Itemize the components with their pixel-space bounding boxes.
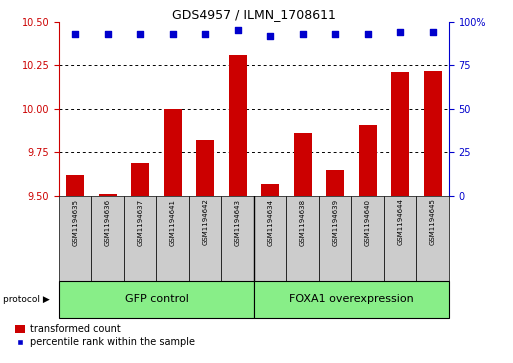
Text: GSM1194639: GSM1194639 bbox=[332, 199, 338, 246]
FancyBboxPatch shape bbox=[254, 196, 286, 281]
Bar bbox=[424, 70, 442, 196]
Point bbox=[136, 31, 144, 37]
FancyBboxPatch shape bbox=[319, 196, 351, 281]
Bar bbox=[131, 163, 149, 196]
Text: protocol ▶: protocol ▶ bbox=[3, 295, 49, 304]
Point bbox=[299, 31, 307, 37]
Point bbox=[169, 31, 177, 37]
FancyBboxPatch shape bbox=[91, 196, 124, 281]
FancyBboxPatch shape bbox=[59, 196, 91, 281]
Text: GSM1194641: GSM1194641 bbox=[170, 199, 176, 246]
Text: FOXA1 overexpression: FOXA1 overexpression bbox=[289, 294, 414, 305]
Bar bbox=[359, 125, 377, 196]
FancyBboxPatch shape bbox=[124, 196, 156, 281]
Point bbox=[331, 31, 339, 37]
Text: GSM1194640: GSM1194640 bbox=[365, 199, 371, 246]
Text: GSM1194642: GSM1194642 bbox=[202, 199, 208, 245]
Text: GSM1194634: GSM1194634 bbox=[267, 199, 273, 246]
FancyBboxPatch shape bbox=[351, 196, 384, 281]
Bar bbox=[261, 184, 279, 196]
Point bbox=[71, 31, 80, 37]
Bar bbox=[99, 194, 116, 196]
Text: GSM1194637: GSM1194637 bbox=[137, 199, 143, 246]
FancyBboxPatch shape bbox=[254, 281, 449, 318]
Bar bbox=[294, 133, 311, 196]
Point bbox=[364, 31, 372, 37]
FancyBboxPatch shape bbox=[59, 281, 254, 318]
FancyBboxPatch shape bbox=[222, 196, 254, 281]
Bar bbox=[196, 140, 214, 196]
Point bbox=[428, 29, 437, 35]
Bar bbox=[391, 72, 409, 196]
Text: GSM1194644: GSM1194644 bbox=[397, 199, 403, 245]
Text: GSM1194636: GSM1194636 bbox=[105, 199, 111, 246]
FancyBboxPatch shape bbox=[189, 196, 222, 281]
Bar bbox=[326, 170, 344, 196]
FancyBboxPatch shape bbox=[156, 196, 189, 281]
Point bbox=[266, 33, 274, 38]
Point bbox=[201, 31, 209, 37]
Title: GDS4957 / ILMN_1708611: GDS4957 / ILMN_1708611 bbox=[172, 8, 336, 21]
Text: GFP control: GFP control bbox=[125, 294, 188, 305]
Text: GSM1194638: GSM1194638 bbox=[300, 199, 306, 246]
Point bbox=[396, 29, 404, 35]
FancyBboxPatch shape bbox=[417, 196, 449, 281]
Text: GSM1194643: GSM1194643 bbox=[234, 199, 241, 246]
Bar bbox=[164, 109, 182, 196]
Bar bbox=[66, 175, 84, 196]
Bar bbox=[229, 55, 247, 196]
Point bbox=[233, 28, 242, 33]
Legend: transformed count, percentile rank within the sample: transformed count, percentile rank withi… bbox=[15, 324, 195, 347]
Text: GSM1194635: GSM1194635 bbox=[72, 199, 78, 246]
Point bbox=[104, 31, 112, 37]
FancyBboxPatch shape bbox=[286, 196, 319, 281]
FancyBboxPatch shape bbox=[384, 196, 417, 281]
Text: GSM1194645: GSM1194645 bbox=[429, 199, 436, 245]
